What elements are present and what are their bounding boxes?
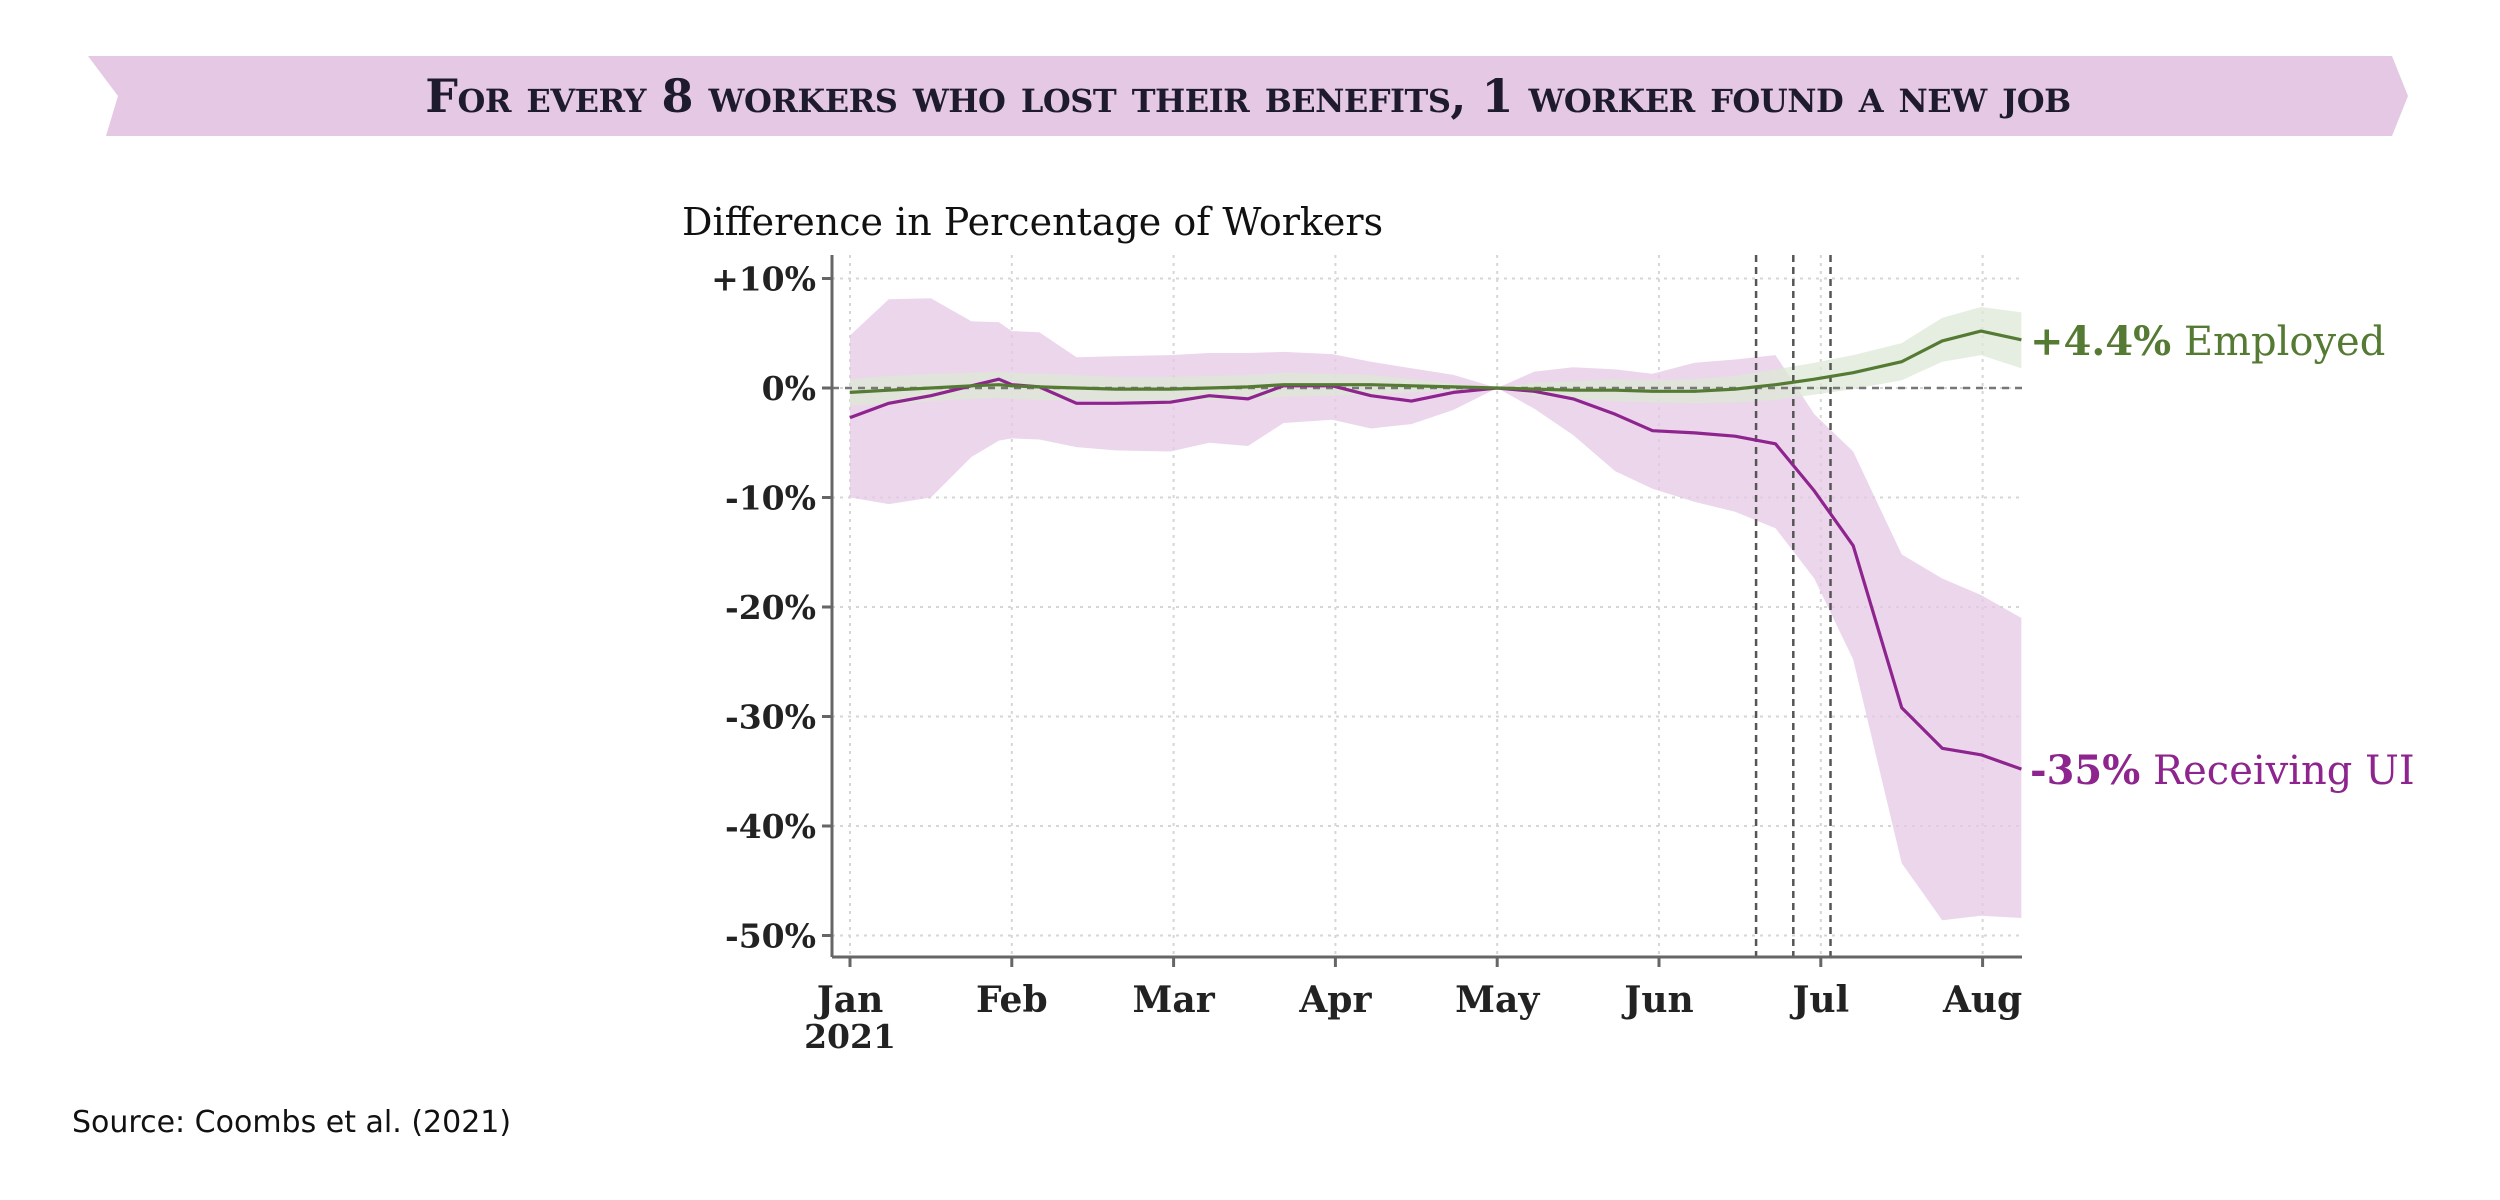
reference-lines <box>1754 255 1832 957</box>
page-title: For every 8 workers who lost their benef… <box>425 69 2071 123</box>
y-tick-label: -20% <box>725 588 816 627</box>
x-tick-label: Mar <box>1133 979 1216 1021</box>
y-tick-label: -30% <box>725 698 816 737</box>
y-tick-label: -50% <box>725 917 816 956</box>
x-tick-label: Apr <box>1298 979 1372 1021</box>
y-tick-label: -10% <box>725 479 816 518</box>
band-receiving-ui <box>850 298 2022 921</box>
y-tick-label: +10% <box>711 260 816 299</box>
series-label-receiving-ui: -35% Receiving UI <box>2030 747 2415 794</box>
series-lines <box>849 329 2022 771</box>
x-tick-label: Jun <box>1621 979 1693 1021</box>
x-tick-sublabel: 2021 <box>804 1017 896 1056</box>
series-label-value: +4.4% <box>2030 318 2171 365</box>
line-employed <box>849 329 2022 394</box>
source-note: Source: Coombs et al. (2021) <box>72 1105 512 1140</box>
series-label-text: Receiving UI <box>2140 748 2414 794</box>
y-tick-label: 0% <box>762 369 816 408</box>
x-tick-label: Jan <box>814 979 884 1021</box>
x-tick-label: Jul <box>1789 979 1849 1021</box>
title-banner: For every 8 workers who lost their benef… <box>88 56 2408 136</box>
x-tick-label: Feb <box>976 979 1048 1021</box>
series-label-employed: +4.4% Employed <box>2030 318 2385 365</box>
title-banner-shape <box>88 56 2408 136</box>
series-label-text: Employed <box>2171 319 2385 365</box>
band-employed <box>850 307 2022 406</box>
series-labels: -35% Receiving UI +4.4% Employed <box>2030 318 2415 794</box>
y-tick-label: -40% <box>725 807 816 846</box>
y-axis-label: Difference in Percentage of Workers <box>682 200 1383 244</box>
x-tick-label: May <box>1455 979 1540 1021</box>
x-tick-label: Aug <box>1942 979 2022 1021</box>
series-label-value: -35% <box>2030 747 2140 794</box>
